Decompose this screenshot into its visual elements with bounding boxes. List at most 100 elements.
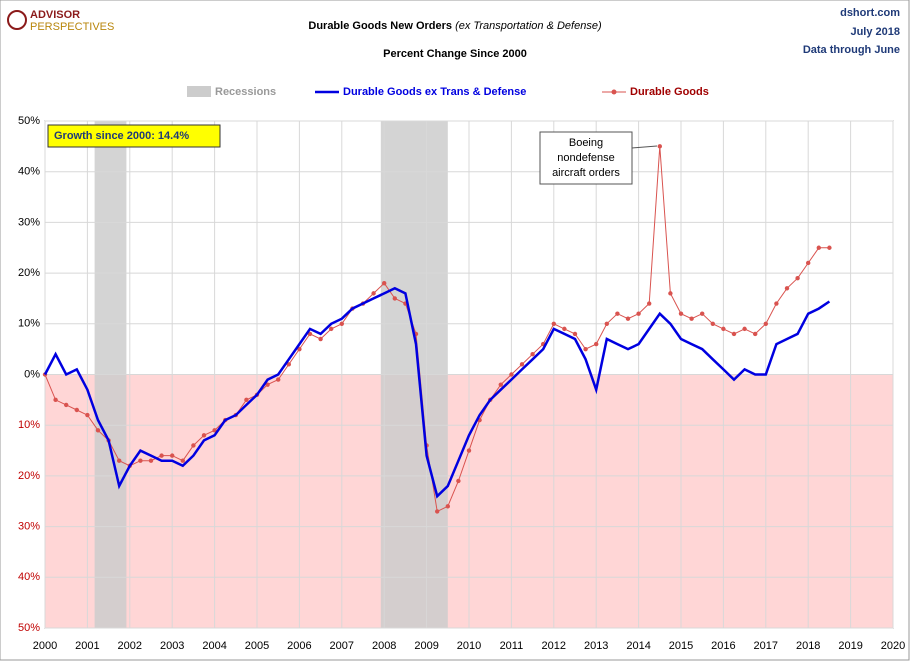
x-tick-label: 2007 [330,640,354,652]
point [647,301,652,306]
annotation: Growth since 2000: 14.4% [54,130,189,142]
series-line [43,286,831,499]
point [117,458,122,463]
point [721,326,726,332]
point [307,331,313,337]
point [530,352,535,357]
x-tick-label: 2014 [626,640,650,652]
source: July 2018 [850,26,900,38]
point [212,428,217,433]
x-tick-label: 2018 [796,640,820,652]
annotation: aircraft orders [552,167,620,179]
point [784,286,790,291]
annotation-arrow [631,145,658,149]
point [806,260,811,266]
point [329,326,334,332]
title-main: Durable Goods New Orders [308,20,452,32]
point [731,331,737,337]
point [191,443,196,448]
point [339,321,344,326]
point [85,412,90,418]
x-tick-label: 2017 [754,640,778,652]
point [276,377,281,382]
annotation: nondefense [557,152,615,164]
point [53,397,58,403]
point [318,336,323,342]
y-tick-label: 10% [18,318,40,330]
title-italic: (ex Transportation & Defense) [455,20,602,32]
point [456,478,461,484]
point [827,245,832,250]
y-tick-label: 10% [18,419,40,431]
point [371,291,376,296]
point [95,428,101,433]
legend-label: Recessions [215,86,276,98]
point [700,311,705,316]
x-tick-label: 2006 [287,640,311,652]
point [445,504,450,509]
logo: PERSPECTIVES [30,21,114,33]
point [382,281,387,286]
point [710,321,715,326]
point [170,453,175,458]
y-tick-label: 0% [24,368,40,380]
point [572,331,578,337]
point [201,433,207,438]
chart-title: Durable Goods New Orders (ex Transportat… [308,20,602,32]
x-tick-label: 2000 [33,640,57,652]
point [551,321,556,326]
point [509,372,514,377]
point [286,362,291,367]
x-tick-label: 2005 [245,640,269,652]
x-tick-label: 2020 [881,640,905,652]
point [265,382,270,387]
point [615,311,620,316]
subtitle: Percent Change Since 2000 [383,48,527,60]
x-tick-label: 2004 [202,640,226,652]
y-tick-label: 40% [18,571,40,583]
point [74,407,80,413]
x-tick-label: 2016 [711,640,735,652]
logo-icon [7,10,27,30]
point [753,331,758,337]
annotation-box [539,131,633,185]
point [138,458,143,463]
x-tick-label: 2001 [75,640,99,652]
point [604,321,609,326]
source: Data through June [803,44,900,56]
legend-label: Durable Goods ex Trans & Defense [343,86,526,98]
source: dshort.com [840,7,900,19]
point [594,341,599,347]
point [657,144,662,149]
point [244,397,249,403]
y-tick-label: 30% [18,216,40,228]
x-tick-label: 2002 [118,640,142,652]
point [392,296,397,301]
x-tick-label: 2008 [372,640,396,652]
point [519,362,525,367]
x-tick-label: 2003 [160,640,184,652]
x-tick-label: 2015 [669,640,693,652]
x-tick-label: 2010 [457,640,481,652]
point [689,316,694,321]
point [742,326,747,332]
y-tick-label: 50% [18,622,40,634]
point [466,448,472,453]
y-tick-label: 20% [18,470,40,482]
point [763,321,768,326]
point [63,402,69,408]
point [435,509,440,514]
y-tick-label: 20% [18,267,40,279]
point [297,346,302,352]
legend-label: Durable Goods [630,86,709,98]
x-tick-label: 2009 [414,640,438,652]
y-tick-label: 50% [18,115,40,127]
x-tick-label: 2019 [838,640,862,652]
point [795,275,800,281]
point [562,326,567,332]
point [816,245,821,250]
legend-swatch [187,86,211,97]
point [774,301,779,306]
